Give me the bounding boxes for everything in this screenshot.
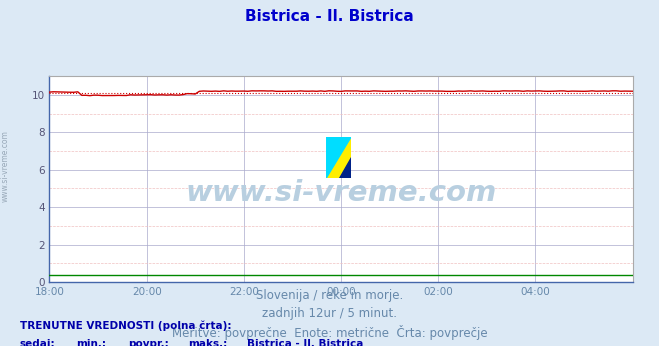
Polygon shape (326, 137, 351, 178)
Text: min.:: min.: (76, 339, 106, 346)
Text: www.si-vreme.com: www.si-vreme.com (185, 180, 497, 208)
Polygon shape (339, 157, 351, 178)
Text: Bistrica - Il. Bistrica: Bistrica - Il. Bistrica (245, 9, 414, 24)
Text: maks.:: maks.: (188, 339, 227, 346)
Polygon shape (326, 137, 351, 178)
Text: sedaj:: sedaj: (20, 339, 55, 346)
Text: Bistrica - Il. Bistrica: Bistrica - Il. Bistrica (247, 339, 364, 346)
Text: www.si-vreme.com: www.si-vreme.com (1, 130, 10, 202)
Text: zadnjih 12ur / 5 minut.: zadnjih 12ur / 5 minut. (262, 307, 397, 320)
Text: TRENUTNE VREDNOSTI (polna črta):: TRENUTNE VREDNOSTI (polna črta): (20, 320, 231, 330)
Text: povpr.:: povpr.: (129, 339, 169, 346)
Text: Meritve: povprečne  Enote: metrične  Črta: povprečje: Meritve: povprečne Enote: metrične Črta:… (172, 325, 487, 340)
Text: Slovenija / reke in morje.: Slovenija / reke in morje. (256, 289, 403, 302)
